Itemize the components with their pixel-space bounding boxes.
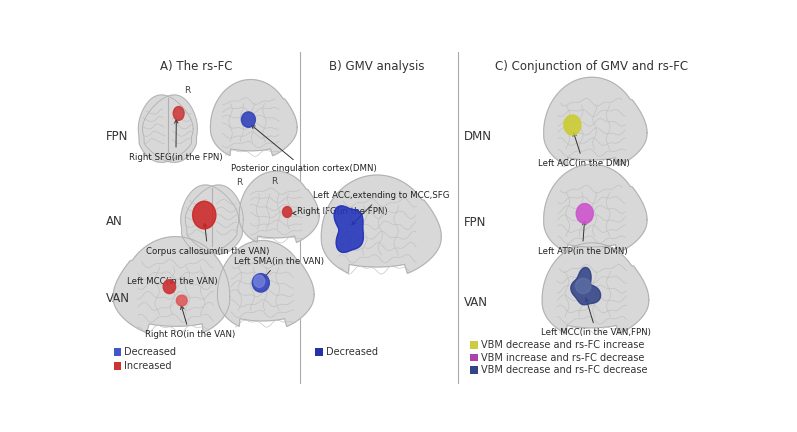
Polygon shape (113, 237, 230, 333)
Ellipse shape (282, 206, 292, 217)
Polygon shape (571, 267, 601, 305)
Ellipse shape (193, 201, 216, 229)
Text: Right SFG(in the FPN): Right SFG(in the FPN) (129, 120, 222, 162)
FancyBboxPatch shape (470, 341, 478, 349)
Text: Right IFG(in the FPN): Right IFG(in the FPN) (292, 206, 388, 216)
Polygon shape (239, 171, 319, 242)
Text: Decreased: Decreased (124, 347, 176, 357)
Text: Increased: Increased (124, 361, 172, 371)
Text: FPN: FPN (464, 216, 486, 229)
Ellipse shape (176, 295, 187, 306)
Text: VAN: VAN (464, 296, 488, 309)
Text: Posterior cingulation cortex(DMN): Posterior cingulation cortex(DMN) (231, 125, 377, 173)
Text: Left MCC(in the VAN): Left MCC(in the VAN) (127, 277, 218, 286)
Polygon shape (181, 185, 239, 254)
Text: R: R (271, 177, 277, 186)
Ellipse shape (241, 112, 255, 127)
Polygon shape (210, 79, 297, 156)
Text: Decreased: Decreased (326, 347, 378, 357)
Text: A) The rs-FC: A) The rs-FC (160, 60, 233, 73)
Polygon shape (542, 243, 649, 334)
Text: VBM increase and rs-FC decrease: VBM increase and rs-FC decrease (481, 353, 644, 362)
Text: Right RO(in the VAN): Right RO(in the VAN) (144, 306, 235, 339)
Ellipse shape (173, 107, 184, 121)
Ellipse shape (254, 275, 265, 287)
FancyBboxPatch shape (114, 348, 121, 356)
Text: VBM decrease and rs-FC decrease: VBM decrease and rs-FC decrease (481, 365, 647, 375)
Ellipse shape (163, 280, 175, 294)
Text: Left ACC(in the DMN): Left ACC(in the DMN) (537, 133, 630, 168)
Polygon shape (334, 206, 363, 252)
Text: Left ATP(in the DMN): Left ATP(in the DMN) (537, 221, 627, 256)
Polygon shape (143, 95, 198, 162)
FancyBboxPatch shape (470, 366, 478, 374)
Polygon shape (544, 77, 647, 166)
Polygon shape (218, 241, 314, 327)
Text: Left SMA(in the VAN): Left SMA(in the VAN) (234, 257, 324, 278)
Text: B) GMV analysis: B) GMV analysis (329, 60, 425, 73)
Text: DMN: DMN (464, 130, 492, 143)
Polygon shape (321, 175, 442, 273)
FancyBboxPatch shape (315, 348, 323, 356)
Text: AN: AN (106, 215, 123, 228)
Ellipse shape (563, 115, 581, 135)
Text: Corpus callosum(in the VAN): Corpus callosum(in the VAN) (146, 223, 269, 256)
Text: VBM decrease and rs-FC increase: VBM decrease and rs-FC increase (481, 340, 644, 350)
Ellipse shape (253, 273, 269, 292)
Polygon shape (139, 95, 193, 162)
Polygon shape (185, 185, 243, 254)
Text: R: R (184, 86, 190, 95)
Ellipse shape (576, 203, 593, 223)
FancyBboxPatch shape (470, 354, 478, 362)
Text: Left ACC,extending to MCC,SFG: Left ACC,extending to MCC,SFG (312, 191, 450, 225)
FancyBboxPatch shape (114, 362, 121, 370)
Polygon shape (544, 164, 647, 253)
Text: R: R (236, 178, 242, 187)
Text: VAN: VAN (106, 292, 130, 305)
Ellipse shape (575, 278, 591, 294)
Text: FPN: FPN (106, 130, 128, 143)
Text: Left MCC(in the VAN,FPN): Left MCC(in the VAN,FPN) (541, 298, 651, 337)
Text: C) Conjunction of GMV and rs-FC: C) Conjunction of GMV and rs-FC (495, 60, 689, 73)
